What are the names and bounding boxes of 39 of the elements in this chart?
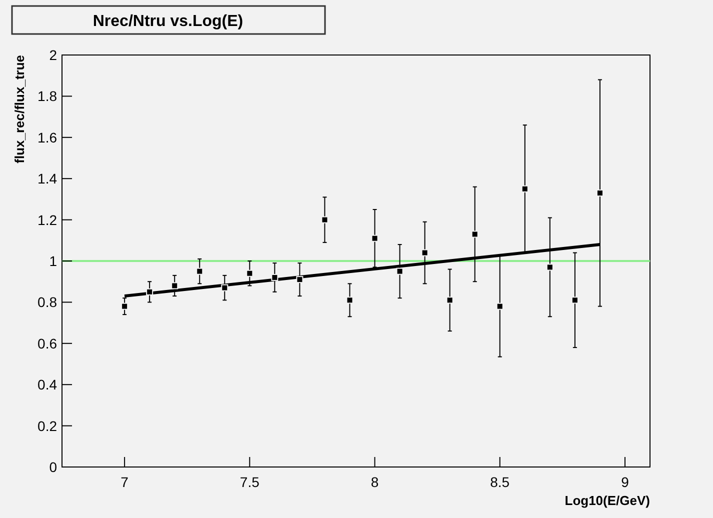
point xyxy=(521,185,528,192)
x-tick-label: 8 xyxy=(370,474,379,490)
y-axis-title: flux_rec/flux_true xyxy=(12,55,27,164)
point xyxy=(321,216,328,224)
point xyxy=(421,249,428,256)
point xyxy=(471,230,478,238)
y-tick-label: 0 xyxy=(49,459,58,475)
y-tick-label: 0.8 xyxy=(38,294,58,310)
point xyxy=(496,302,504,310)
point xyxy=(221,284,228,292)
x-tick-label: 7 xyxy=(120,474,129,490)
point xyxy=(371,234,378,242)
point xyxy=(346,296,354,304)
y-tick-label: 2 xyxy=(49,47,58,63)
x-axis-title: Log10(E/GeV) xyxy=(564,493,650,508)
x-tick-label: 8.5 xyxy=(490,474,510,490)
point xyxy=(196,268,204,275)
point xyxy=(571,296,578,304)
x-tick-label: 7.5 xyxy=(240,474,260,490)
point xyxy=(546,264,554,271)
y-tick-label: 1 xyxy=(49,253,58,269)
y-tick-label: 1.8 xyxy=(38,88,58,104)
point xyxy=(246,270,254,277)
x-tick-label: 9 xyxy=(621,474,630,490)
y-tick-label: 0.6 xyxy=(38,335,58,352)
point xyxy=(296,276,304,284)
point xyxy=(146,288,154,296)
point xyxy=(121,302,128,310)
y-tick-label: 1.6 xyxy=(38,129,58,146)
point xyxy=(596,190,604,197)
point xyxy=(396,268,404,275)
y-tick-label: 0.4 xyxy=(38,376,58,393)
chart-title: Nrec/Ntru vs.Log(E) xyxy=(92,13,244,30)
y-tick-label: 1.2 xyxy=(38,212,58,228)
y-tick-label: 1.4 xyxy=(38,170,58,187)
point xyxy=(271,274,278,281)
point xyxy=(171,282,178,290)
point xyxy=(446,296,454,304)
y-tick-label: 0.2 xyxy=(38,418,58,434)
